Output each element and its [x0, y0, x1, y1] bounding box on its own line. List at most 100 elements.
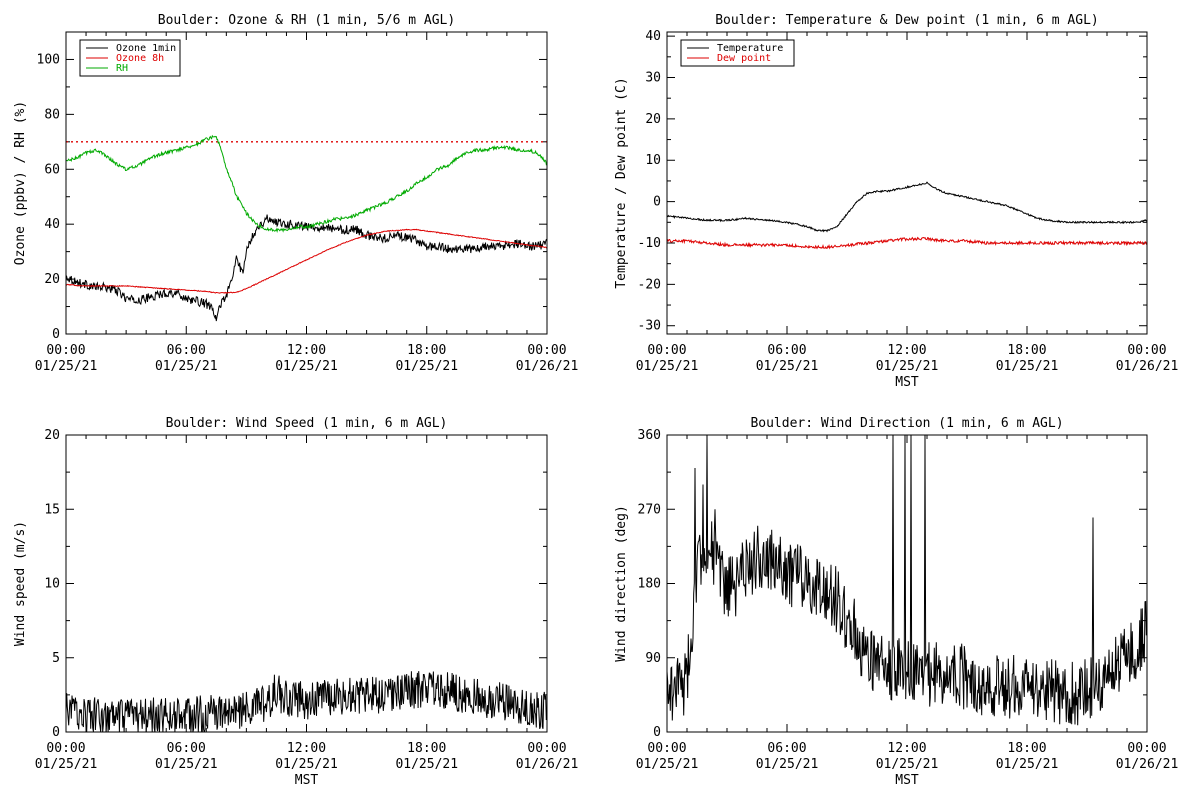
x-tick-time: 00:00	[647, 343, 686, 358]
x-axis-label: MST	[295, 773, 319, 788]
series-line-1	[66, 214, 547, 322]
x-tick-date: 01/25/21	[35, 359, 98, 374]
y-axis-label: Wind direction (deg)	[614, 505, 629, 662]
plot-frame	[65, 434, 548, 733]
series-line-1	[66, 671, 547, 732]
y-tick-label: 0	[653, 725, 661, 740]
legend-entry: Ozone 8h	[116, 53, 164, 64]
x-tick-date: 01/25/21	[876, 359, 939, 374]
x-tick-date: 01/25/21	[756, 757, 819, 772]
plot-area	[66, 671, 547, 732]
y-tick-label: 80	[44, 107, 60, 122]
y-axis-label: Temperature / Dew point (C)	[614, 77, 629, 288]
y-tick-label: -20	[638, 277, 661, 292]
x-tick-date: 01/25/21	[275, 757, 338, 772]
chart-title: Boulder: Wind Speed (1 min, 6 m AGL)	[166, 416, 448, 431]
series-line-3	[66, 134, 547, 233]
x-tick-time: 00:00	[46, 343, 85, 358]
y-tick-label: 15	[44, 502, 60, 517]
plot-area	[667, 435, 1147, 726]
plot-area	[66, 134, 547, 322]
y-tick-label: 360	[638, 428, 661, 443]
chart-title: Boulder: Temperature & Dew point (1 min,…	[715, 13, 1099, 28]
x-tick-time: 18:00	[407, 343, 446, 358]
x-tick-date: 01/26/21	[1116, 359, 1179, 374]
x-tick-date: 01/25/21	[876, 757, 939, 772]
y-tick-label: 270	[638, 502, 661, 517]
x-tick-time: 12:00	[287, 741, 326, 756]
x-tick-date: 01/26/21	[516, 359, 579, 374]
x-axis-label: MST	[895, 773, 919, 788]
x-tick-date: 01/25/21	[155, 359, 218, 374]
chart-panel-3: Boulder: Wind Speed (1 min, 6 m AGL) Wind…	[13, 416, 578, 788]
y-axis-label: Wind speed (m/s)	[13, 521, 28, 646]
x-tick-time: 06:00	[767, 343, 806, 358]
chart-panel-4: Boulder: Wind Direction (1 min, 6 m AGL)…	[614, 416, 1178, 788]
series-line-1	[667, 435, 1147, 726]
y-tick-label: -30	[638, 319, 661, 334]
y-tick-label: 30	[645, 71, 661, 86]
x-tick-date: 01/26/21	[516, 757, 579, 772]
x-tick-time: 00:00	[1127, 343, 1166, 358]
chart-panel-1: Boulder: Ozone & RH (1 min, 5/6 m AGL) Oz…	[13, 13, 578, 374]
series-line-2	[667, 236, 1147, 250]
y-tick-label: 180	[638, 577, 661, 592]
y-tick-label: 20	[44, 428, 60, 443]
legend-entry: Ozone 1min	[116, 43, 176, 54]
series-line-2	[66, 228, 547, 294]
plot-frame	[65, 31, 548, 335]
y-tick-label: 100	[37, 52, 60, 67]
x-tick-time: 00:00	[46, 741, 85, 756]
y-tick-label: 10	[44, 577, 60, 592]
x-tick-time: 06:00	[767, 741, 806, 756]
x-tick-time: 18:00	[407, 741, 446, 756]
x-tick-date: 01/25/21	[275, 359, 338, 374]
y-tick-label: 60	[44, 162, 60, 177]
legend-entry: RH	[116, 63, 128, 74]
x-tick-time: 06:00	[167, 741, 206, 756]
x-axis-label: MST	[895, 375, 919, 390]
x-tick-time: 12:00	[887, 741, 926, 756]
x-tick-time: 00:00	[527, 343, 566, 358]
y-tick-label: 10	[645, 153, 661, 168]
y-tick-label: 20	[645, 112, 661, 127]
legend-entry: Dew point	[717, 53, 771, 64]
x-tick-time: 00:00	[647, 741, 686, 756]
x-tick-date: 01/25/21	[996, 757, 1059, 772]
y-tick-label: 20	[44, 272, 60, 287]
series-line-1	[667, 181, 1147, 233]
y-tick-label: 0	[52, 327, 60, 342]
y-tick-label: 90	[645, 651, 661, 666]
x-tick-time: 12:00	[287, 343, 326, 358]
legend-box	[680, 39, 795, 67]
x-tick-date: 01/25/21	[35, 757, 98, 772]
y-tick-label: 40	[645, 29, 661, 44]
x-tick-date: 01/25/21	[636, 359, 699, 374]
chart-title: Boulder: Ozone & RH (1 min, 5/6 m AGL)	[158, 13, 455, 28]
y-tick-label: 0	[653, 195, 661, 210]
legend-entry: Temperature	[717, 43, 783, 54]
x-tick-date: 01/25/21	[155, 757, 218, 772]
y-tick-label: 0	[52, 725, 60, 740]
plot-frame	[666, 31, 1148, 335]
x-tick-time: 00:00	[1127, 741, 1166, 756]
x-tick-time: 18:00	[1007, 741, 1046, 756]
chart-panel-2: Boulder: Temperature & Dew point (1 min,…	[614, 13, 1178, 390]
x-tick-date: 01/25/21	[395, 757, 458, 772]
x-tick-date: 01/25/21	[395, 359, 458, 374]
chart-title: Boulder: Wind Direction (1 min, 6 m AGL)	[750, 416, 1063, 431]
plot-area	[667, 181, 1147, 250]
x-tick-date: 01/25/21	[996, 359, 1059, 374]
x-tick-date: 01/26/21	[1116, 757, 1179, 772]
y-axis-label: Ozone (ppbv) / RH (%)	[13, 101, 28, 265]
y-tick-label: 40	[44, 217, 60, 232]
y-tick-label: 5	[52, 651, 60, 666]
x-tick-time: 18:00	[1007, 343, 1046, 358]
x-tick-time: 00:00	[527, 741, 566, 756]
x-tick-date: 01/25/21	[756, 359, 819, 374]
x-tick-date: 01/25/21	[636, 757, 699, 772]
y-tick-label: -10	[638, 236, 661, 251]
